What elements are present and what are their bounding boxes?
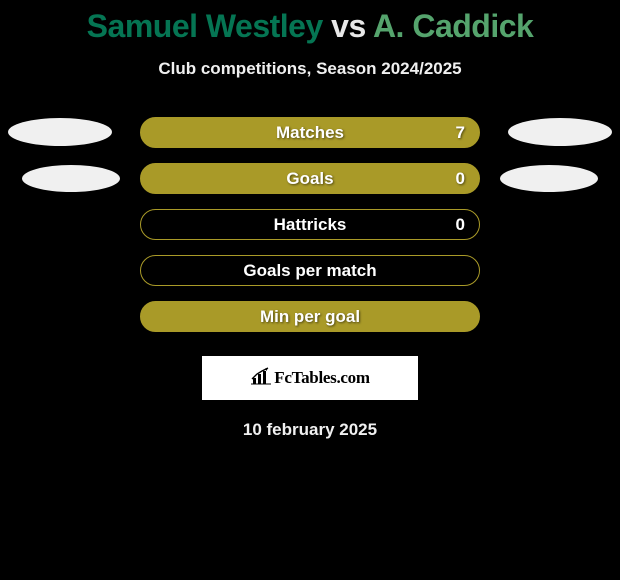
- stat-label: Hattricks: [274, 210, 347, 240]
- stat-value: 0: [456, 210, 465, 239]
- stat-row: Hattricks 0: [0, 209, 620, 240]
- stat-label: Matches: [276, 118, 344, 148]
- brand-box: FcTables.com: [202, 356, 418, 400]
- comparison-infographic: Samuel Westley vs A. Caddick Club compet…: [0, 0, 620, 580]
- stat-bar-matches: Matches 7: [140, 117, 480, 148]
- avatar-placeholder-right: [500, 165, 598, 192]
- date-text: 10 february 2025: [0, 420, 620, 440]
- stat-label: Goals: [286, 164, 333, 194]
- stat-bar-goals-per-match: Goals per match: [140, 255, 480, 286]
- title-player-right: A. Caddick: [373, 8, 533, 44]
- stat-label: Goals per match: [243, 256, 376, 286]
- stat-value: 7: [456, 118, 465, 147]
- stat-bar-min-per-goal: Min per goal: [140, 301, 480, 332]
- stat-row: Goals 0: [0, 163, 620, 194]
- stat-rows: Matches 7 Goals 0 Hattricks 0 Goals per …: [0, 117, 620, 332]
- subtitle: Club competitions, Season 2024/2025: [0, 59, 620, 79]
- avatar-placeholder-right: [508, 118, 612, 146]
- stat-row: Goals per match: [0, 255, 620, 286]
- stat-row: Min per goal: [0, 301, 620, 332]
- stat-bar-goals: Goals 0: [140, 163, 480, 194]
- bar-chart-icon: [250, 367, 272, 390]
- brand-text: FcTables.com: [274, 368, 369, 388]
- page-title: Samuel Westley vs A. Caddick: [0, 0, 620, 45]
- title-player-left: Samuel Westley: [87, 8, 323, 44]
- stat-bar-hattricks: Hattricks 0: [140, 209, 480, 240]
- stat-row: Matches 7: [0, 117, 620, 148]
- title-vs: vs: [323, 8, 373, 44]
- avatar-placeholder-left: [22, 165, 120, 192]
- stat-value: 0: [456, 164, 465, 193]
- avatar-placeholder-left: [8, 118, 112, 146]
- stat-label: Min per goal: [260, 302, 360, 332]
